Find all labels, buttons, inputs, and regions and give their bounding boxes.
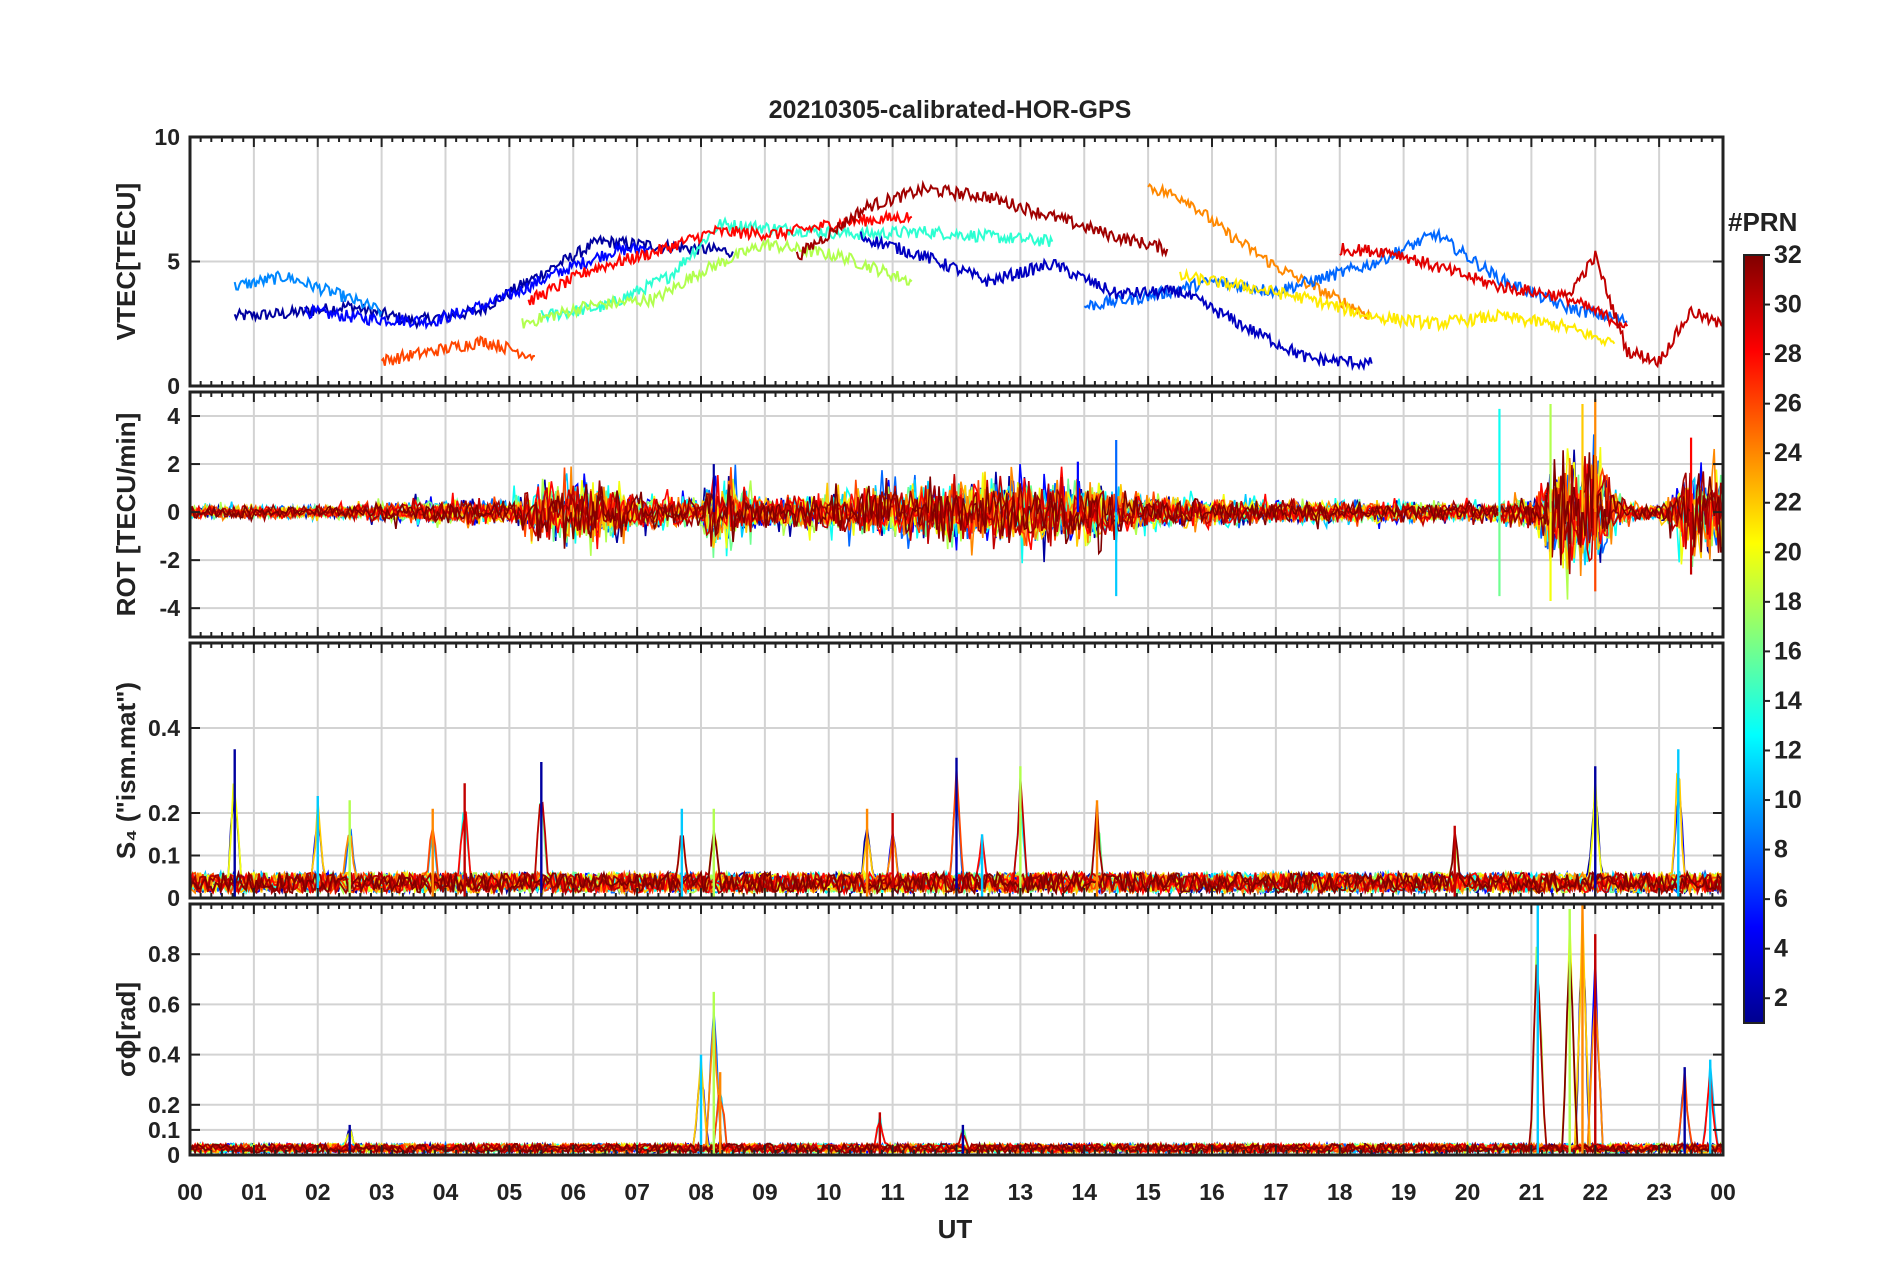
x-tick-label: 11 [880,1179,905,1205]
series-line-prn-9 [233,270,383,318]
y-tick-label: -4 [160,595,181,621]
series-line-prn-24 [1147,182,1372,320]
panel-vtec: 0 5 10 VTEC[TECU] [111,124,1725,399]
x-tick-label: 10 [816,1179,842,1205]
y-tick-label: 0 [167,499,180,525]
x-tick-label: 22 [1582,1179,1608,1205]
y-tick-label: 0.8 [148,941,180,967]
y-tick-label: 0.6 [148,991,180,1017]
chart-title: 20210305-calibrated-HOR-GPS [769,96,1132,124]
colorbar-tick-label: 20 [1774,538,1802,566]
y-tick-label: 2 [167,451,180,477]
x-tick-label: 03 [369,1179,395,1205]
y-axis-label: S₄ ("ism.mat") [111,682,141,859]
x-tick-label: 05 [497,1179,523,1205]
x-ticks [189,643,1724,898]
x-tick-label: 00 [1710,1179,1736,1205]
x-axis-label: UT [938,1214,973,1244]
x-tick-label: 18 [1327,1179,1353,1205]
y-tick-label: 0.2 [148,800,180,826]
colorbar-tick-label: 6 [1774,885,1788,913]
colorbar-tick-label: 10 [1774,786,1802,814]
colorbar-tick-label: 22 [1774,489,1802,517]
x-tick-label: 16 [1199,1179,1225,1205]
x-tick-label: 23 [1646,1179,1672,1205]
series-line-prn-21 [1179,267,1616,348]
series-line-prn-30 [1562,250,1723,369]
series-line-prn-3 [859,231,1373,372]
x-ticks [189,392,1724,637]
colorbar-tick-label: 24 [1774,439,1802,467]
panel-s4: 0 0.1 0.2 0.4 S₄ ("ism.mat") [111,641,1725,911]
x-axis: 00 01 02 03 04 05 06 07 08 09 10 11 12 13 14 15 16 17 18 19… [177,1179,1736,1205]
panel-rot: -4 -2 0 2 4 ROT [TECU/min] [111,390,1725,639]
y-tick-label: 0 [167,373,180,399]
x-ticks [189,904,1724,1155]
y-axis-label: σϕ[rad] [111,982,141,1077]
x-tick-label: 15 [1135,1179,1161,1205]
y-axis-label: ROT [TECU/min] [111,413,141,617]
colorbar-tick-label: 32 [1774,241,1802,269]
x-tick-label: 14 [1071,1179,1097,1205]
y-tick-label: 4 [167,403,180,429]
x-tick-label: 00 [177,1179,203,1205]
colorbar-tick-label: 16 [1774,637,1802,665]
x-tick-label: 09 [752,1179,778,1205]
x-tick-label: 07 [624,1179,650,1205]
colorbar-tick-label: 8 [1774,836,1788,864]
y-tick-label: 5 [167,249,180,275]
colorbar-gradient [1743,254,1765,1024]
x-tick-label: 21 [1519,1179,1545,1205]
series-line-prn-14 [540,216,1054,324]
colorbar-tick-label: 30 [1774,291,1802,319]
colorbar-tick-label: 12 [1774,736,1802,764]
series-line-prn-5 [304,241,651,331]
y-tick-label: 0 [167,885,180,911]
y-tick-label: 0.2 [148,1092,180,1118]
y-tick-label: 0 [167,1142,180,1168]
x-tick-label: 06 [560,1179,586,1205]
panel-data [233,179,1723,372]
series-line-prn-31 [795,179,1169,261]
y-tick-label: 0.4 [148,715,180,741]
x-tick-label: 13 [1008,1179,1034,1205]
y-tick-label: -2 [160,547,180,573]
colorbar-tick-label: 28 [1774,340,1802,368]
x-ticks [189,137,1724,386]
colorbar-tick-label: 2 [1774,984,1788,1012]
x-tick-label: 01 [241,1179,267,1205]
x-tick-label: 08 [688,1179,714,1205]
rot-trace-prn-32 [190,450,1723,566]
series-line-prn-18 [521,237,913,329]
series-line-prn-26 [380,335,536,366]
x-tick-label: 19 [1391,1179,1417,1205]
panel-sigma_phi: 00.10.2 0.4 0.6 0.8 σϕ[rad] [111,902,1725,1168]
y-axis-label: VTEC[TECU] [111,183,141,340]
colorbar-label: #PRN [1728,207,1797,237]
x-tick-label: 12 [944,1179,970,1205]
x-tick-label: 02 [305,1179,331,1205]
x-tick-label: 04 [433,1179,459,1205]
colorbar-tick-label: 26 [1774,390,1802,418]
x-tick-label: 20 [1455,1179,1481,1205]
y-tick-label: 0.1 [148,1117,180,1143]
y-tick-label: 0.4 [148,1042,180,1068]
colorbar-tick-label: 18 [1774,588,1802,616]
y-tick-label: 0.1 [148,843,180,869]
series-line-prn-29 [1339,243,1629,329]
panel-data [190,399,1723,601]
colorbar-tick-label: 4 [1774,935,1788,963]
y-tick-label: 10 [154,124,180,150]
x-tick-label: 17 [1263,1179,1289,1205]
colorbar-tick-label: 14 [1774,687,1802,715]
